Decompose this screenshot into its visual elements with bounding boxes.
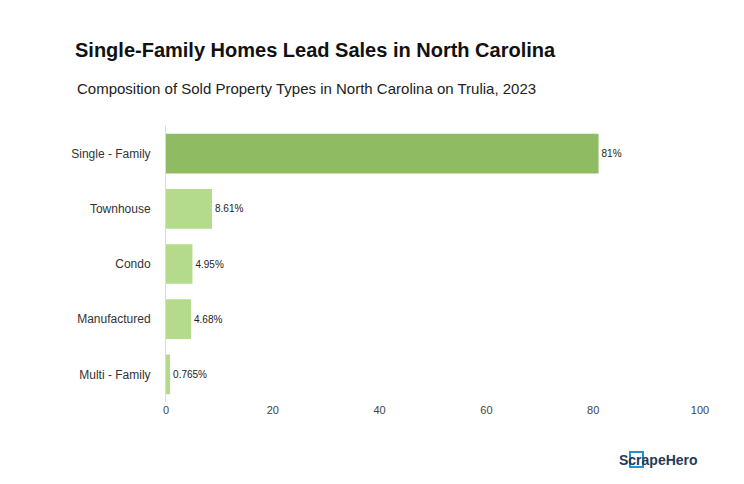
svg-text:Manufactured: Manufactured: [77, 312, 150, 326]
svg-text:60: 60: [480, 404, 492, 416]
svg-text:4.95%: 4.95%: [195, 259, 223, 270]
svg-text:100: 100: [691, 404, 709, 416]
svg-text:8.61%: 8.61%: [215, 203, 243, 214]
svg-text:Composition of Sold Property T: Composition of Sold Property Types in No…: [77, 80, 536, 97]
svg-text:81%: 81%: [602, 148, 622, 159]
svg-text:40: 40: [373, 404, 385, 416]
svg-text:ScrapeHero: ScrapeHero: [619, 452, 698, 468]
svg-text:0: 0: [163, 404, 169, 416]
svg-text:Single-Family Homes Lead Sales: Single-Family Homes Lead Sales in North …: [75, 39, 556, 61]
svg-text:0.765%: 0.765%: [173, 369, 207, 380]
svg-text:80: 80: [587, 404, 599, 416]
svg-text:20: 20: [267, 404, 279, 416]
svg-text:Multi - Family: Multi - Family: [79, 368, 150, 382]
svg-text:Single - Family: Single - Family: [71, 147, 150, 161]
svg-text:Townhouse: Townhouse: [90, 202, 151, 216]
svg-text:Condo: Condo: [115, 257, 151, 271]
svg-text:4.68%: 4.68%: [194, 314, 222, 325]
